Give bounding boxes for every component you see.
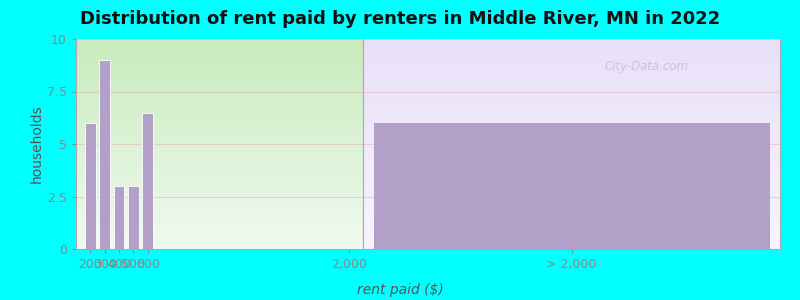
Bar (128, 186, 139, 249)
Y-axis label: households: households (30, 105, 44, 183)
Text: City-Data.com: City-Data.com (605, 60, 689, 73)
Bar (114, 186, 125, 249)
Bar (142, 112, 154, 249)
Bar (85, 123, 96, 249)
Text: Distribution of rent paid by renters in Middle River, MN in 2022: Distribution of rent paid by renters in … (80, 11, 720, 28)
Text: rent paid ($): rent paid ($) (357, 283, 443, 297)
Bar (99, 60, 110, 249)
Bar (374, 123, 770, 249)
